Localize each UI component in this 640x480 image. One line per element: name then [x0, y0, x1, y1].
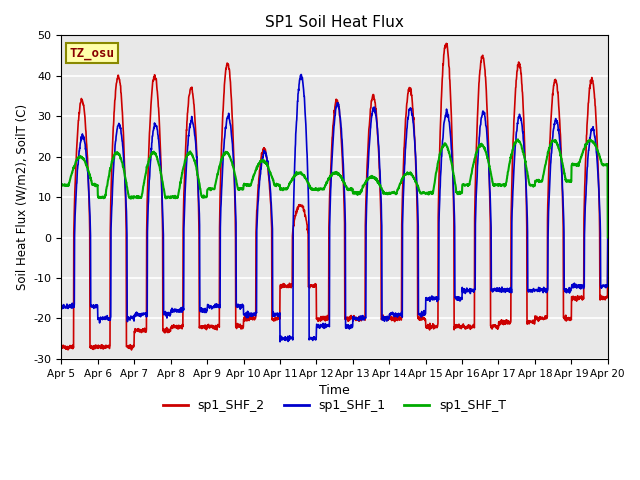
sp1_SHF_2	[351, 316, 358, 322]
sp1_SHF_T	[514, 136, 522, 142]
sp1_SHF_T	[210, 186, 218, 192]
sp1_SHF_1	[604, 235, 612, 241]
sp1_SHF_1	[58, 302, 65, 308]
sp1_SHF_1	[572, 284, 579, 290]
sp1_SHF_T	[350, 191, 358, 196]
sp1_SHF_1	[556, 139, 564, 145]
sp1_SHF_T	[58, 182, 65, 188]
Line: sp1_SHF_2: sp1_SHF_2	[61, 43, 608, 350]
sp1_SHF_1	[276, 339, 284, 345]
Title: SP1 Soil Heat Flux: SP1 Soil Heat Flux	[265, 15, 404, 30]
Line: sp1_SHF_1: sp1_SHF_1	[61, 74, 608, 342]
sp1_SHF_1	[494, 287, 502, 293]
sp1_SHF_2	[442, 40, 450, 46]
sp1_SHF_2	[604, 237, 612, 243]
sp1_SHF_1	[210, 303, 218, 309]
sp1_SHF_2	[210, 324, 218, 329]
sp1_SHF_1	[297, 72, 305, 77]
sp1_SHF_2	[127, 347, 135, 353]
sp1_SHF_T	[604, 235, 612, 240]
sp1_SHF_2	[58, 344, 65, 349]
sp1_SHF_2	[556, 124, 564, 130]
sp1_SHF_2	[494, 326, 502, 332]
Y-axis label: Soil Heat Flux (W/m2), SoilT (C): Soil Heat Flux (W/m2), SoilT (C)	[15, 104, 28, 290]
sp1_SHF_2	[572, 294, 579, 300]
sp1_SHF_2	[362, 186, 370, 192]
Line: sp1_SHF_T: sp1_SHF_T	[61, 139, 608, 238]
X-axis label: Time: Time	[319, 384, 350, 397]
sp1_SHF_1	[363, 203, 371, 208]
Legend: sp1_SHF_2, sp1_SHF_1, sp1_SHF_T: sp1_SHF_2, sp1_SHF_1, sp1_SHF_T	[157, 395, 511, 418]
sp1_SHF_T	[362, 178, 370, 184]
sp1_SHF_1	[351, 314, 358, 320]
Text: TZ_osu: TZ_osu	[70, 47, 115, 60]
sp1_SHF_T	[556, 148, 563, 154]
sp1_SHF_T	[493, 181, 501, 187]
sp1_SHF_T	[571, 162, 579, 168]
